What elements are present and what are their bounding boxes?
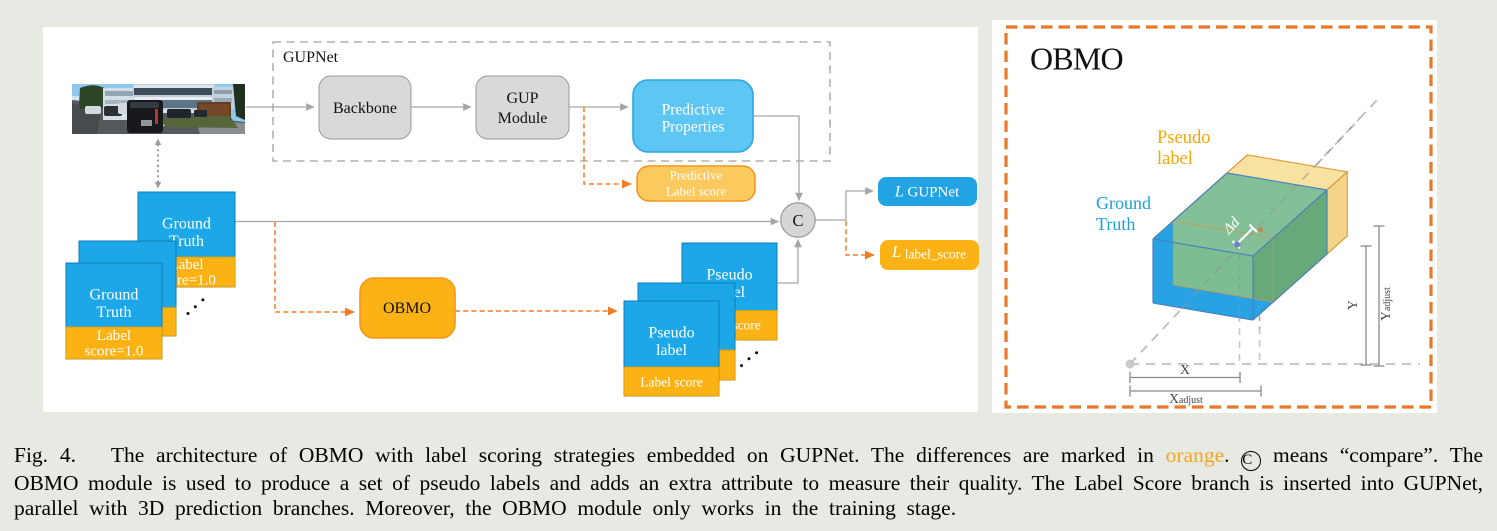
svg-text:label: label xyxy=(656,342,688,359)
svg-text:L label_score: L label_score xyxy=(891,242,966,262)
svg-text:Module: Module xyxy=(498,110,548,127)
svg-text:OBMO: OBMO xyxy=(383,300,431,317)
svg-text:GUP: GUP xyxy=(506,90,538,107)
svg-text:Label score: Label score xyxy=(666,184,727,199)
svg-text:score=1.0: score=1.0 xyxy=(85,344,144,360)
svg-text:Label: Label xyxy=(97,328,131,344)
svg-text:Xadjust: Xadjust xyxy=(1169,391,1203,406)
svg-text:Yadjust: Yadjust xyxy=(1378,287,1393,321)
svg-text:X: X xyxy=(1180,362,1190,377)
svg-text:OBMO: OBMO xyxy=(1030,41,1123,77)
svg-text:Pseudo: Pseudo xyxy=(1157,128,1210,148)
svg-text:Ground: Ground xyxy=(90,287,139,304)
svg-text:Label: Label xyxy=(169,257,203,273)
svg-text:Ground: Ground xyxy=(162,216,211,233)
svg-text:Truth: Truth xyxy=(169,233,204,250)
svg-text:GUPNet: GUPNet xyxy=(283,49,339,66)
svg-text:Pseudo: Pseudo xyxy=(706,267,752,284)
svg-text:Pseudo: Pseudo xyxy=(648,325,694,342)
svg-text:Truth: Truth xyxy=(97,304,132,321)
svg-text:Predictive: Predictive xyxy=(670,168,723,183)
svg-text:Predictive: Predictive xyxy=(662,102,725,119)
svg-text:Label score: Label score xyxy=(640,375,703,390)
svg-text:Ground: Ground xyxy=(1096,193,1151,213)
svg-text:C: C xyxy=(792,211,803,230)
svg-text:Truth: Truth xyxy=(1096,214,1135,234)
svg-text:Backbone: Backbone xyxy=(333,100,397,117)
svg-text:L GUPNet: L GUPNet xyxy=(894,184,960,201)
svg-text:Y: Y xyxy=(1345,300,1360,310)
svg-text:Properties: Properties xyxy=(662,119,725,136)
svg-text:label: label xyxy=(1157,149,1193,169)
